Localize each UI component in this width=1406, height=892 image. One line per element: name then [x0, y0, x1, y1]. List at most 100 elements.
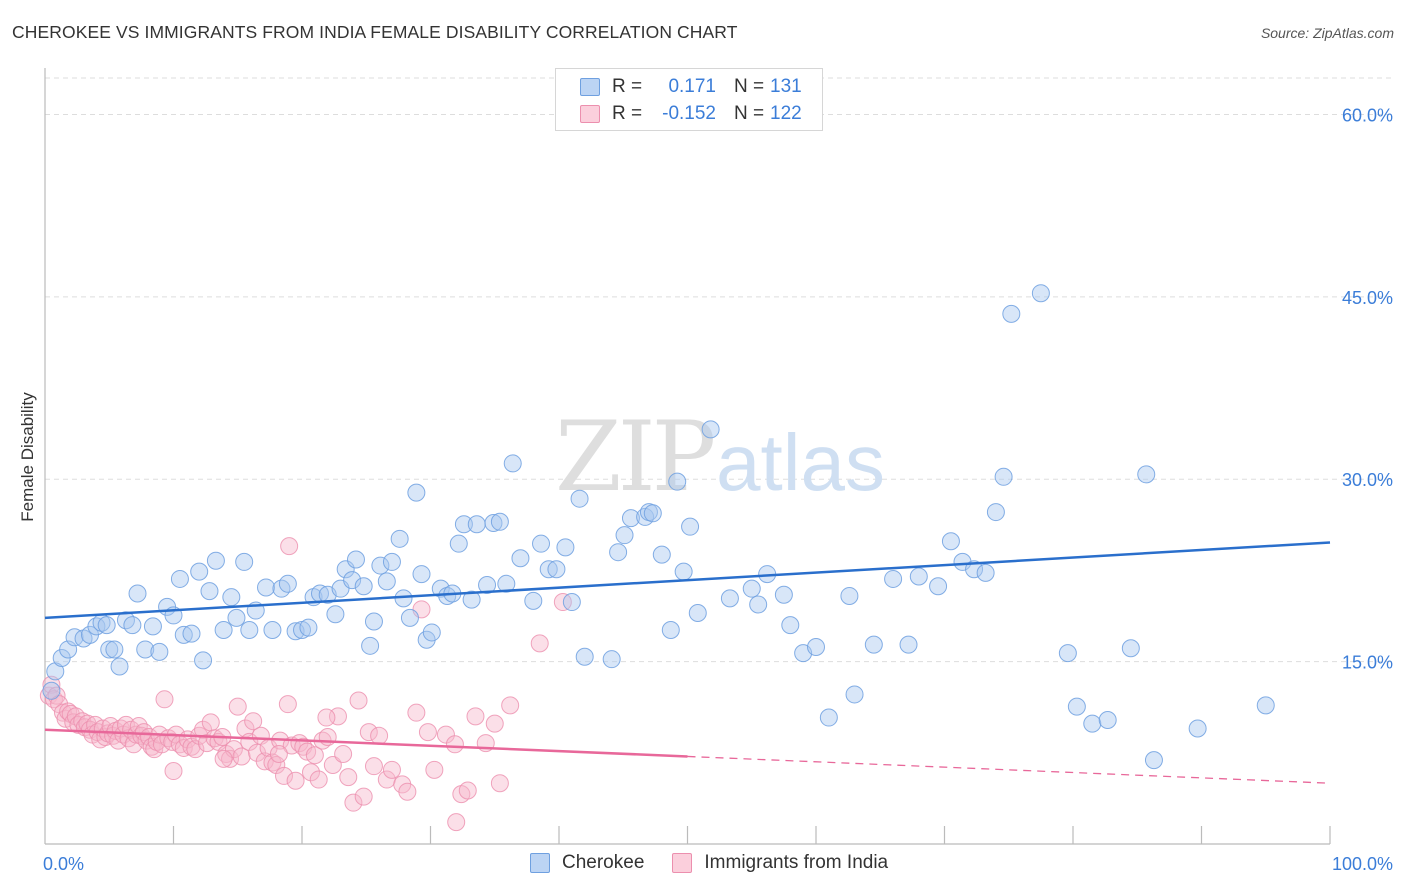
legend-row-cherokee: R = 0.171 N = 131	[580, 75, 802, 99]
data-point-cherokee	[840, 586, 859, 605]
data-point-cherokee	[621, 509, 640, 528]
data-point-cherokee	[227, 608, 246, 627]
data-point-immigrants-from-india	[359, 723, 378, 742]
data-point-immigrants-from-india	[323, 755, 342, 774]
data-point-cherokee	[278, 574, 297, 593]
data-point-immigrants-from-india	[445, 735, 464, 754]
data-point-immigrants-from-india	[344, 793, 363, 812]
series-cherokee-points	[42, 284, 1275, 770]
data-point-cherokee	[845, 685, 864, 704]
data-point-cherokee	[615, 526, 634, 545]
data-point-cherokee	[422, 623, 441, 642]
data-point-immigrants-from-india	[425, 760, 444, 779]
legend-swatch-cherokee	[530, 853, 550, 873]
data-point-cherokee	[575, 647, 594, 666]
legend-n-value: 122	[770, 103, 802, 124]
series-immigrants-from-india-points	[39, 537, 572, 832]
data-point-cherokee	[412, 565, 431, 584]
data-point-cherokee	[346, 550, 365, 569]
data-point-immigrants-from-india	[501, 696, 520, 715]
data-point-cherokee	[110, 657, 129, 676]
axis-labels: 15.0% 30.0% 45.0% 60.0% 0.0% 100.0% Female Dis…	[18, 105, 1393, 874]
data-point-cherokee	[65, 628, 84, 647]
x-tick-label-min: 0.0%	[43, 854, 84, 874]
data-point-cherokee	[1121, 639, 1140, 658]
data-point-immigrants-from-india	[174, 738, 193, 757]
data-point-cherokee	[377, 572, 396, 591]
data-point-cherokee	[467, 515, 486, 534]
chart-title: CHEROKEE VS IMMIGRANTS FROM INDIA FEMALE…	[12, 22, 738, 42]
data-point-cherokee	[97, 616, 116, 635]
data-point-cherokee	[128, 584, 147, 603]
legend-swatch-immigrants-from-india	[672, 853, 693, 873]
data-point-cherokee	[194, 651, 213, 670]
legend-r-label: R =	[612, 76, 643, 97]
data-point-cherokee	[123, 616, 142, 635]
data-point-cherokee	[105, 640, 124, 659]
legend-swatch-immigrants-from-india	[580, 105, 600, 123]
data-point-immigrants-from-india	[305, 746, 324, 765]
data-point-cherokee	[720, 589, 739, 608]
data-point-cherokee	[884, 569, 903, 588]
data-point-immigrants-from-india	[301, 763, 320, 782]
data-point-immigrants-from-india	[275, 766, 294, 785]
data-point-immigrants-from-india	[334, 745, 353, 764]
data-point-cherokee	[326, 605, 345, 624]
data-point-cherokee	[1137, 465, 1156, 484]
trend-lines	[44, 541, 1331, 784]
data-point-cherokee	[497, 574, 516, 593]
data-point-immigrants-from-india	[164, 762, 183, 781]
data-point-cherokee	[143, 617, 162, 636]
data-point-immigrants-from-india	[232, 747, 251, 766]
data-point-cherokee	[562, 593, 581, 612]
legend-swatch-cherokee	[580, 78, 600, 96]
watermark-zip: ZIP	[555, 401, 714, 513]
data-point-cherokee	[556, 538, 575, 557]
y-tick-label: 15.0%	[1342, 653, 1393, 673]
legend-r-value: 0.171	[668, 76, 716, 97]
data-point-immigrants-from-india	[398, 782, 417, 801]
correlation-legend: R = 0.171 N = 131 R = -0.152 N = 122	[555, 68, 823, 131]
source-label: Source: ZipAtlas.com	[1260, 25, 1394, 41]
data-point-immigrants-from-india	[466, 707, 485, 726]
legend-item-cherokee: Cherokee	[530, 852, 644, 874]
data-point-immigrants-from-india	[530, 634, 549, 653]
data-point-cherokee	[364, 612, 383, 631]
legend-n-label: N =	[734, 76, 765, 97]
data-point-cherokee	[462, 590, 481, 609]
legend-n-value: 131	[770, 76, 802, 97]
data-point-cherokee	[986, 503, 1005, 522]
data-point-cherokee	[899, 635, 918, 654]
data-point-immigrants-from-india	[214, 749, 233, 768]
data-point-immigrants-from-india	[286, 771, 305, 790]
legend-row-immigrants-from-india: R = -0.152 N = 122	[580, 102, 802, 126]
data-point-cherokee	[742, 579, 761, 598]
legend-label-cherokee: Cherokee	[562, 852, 645, 873]
data-point-cherokee	[299, 618, 318, 637]
y-tick-label: 60.0%	[1342, 105, 1393, 125]
data-point-cherokee	[701, 420, 720, 439]
data-point-cherokee	[371, 556, 390, 575]
data-point-cherokee	[909, 567, 928, 586]
data-point-cherokee	[100, 640, 119, 659]
data-point-immigrants-from-india	[228, 697, 247, 716]
data-point-cherokee	[190, 562, 209, 581]
data-point-immigrants-from-india	[407, 703, 426, 722]
data-point-cherokee	[609, 543, 628, 562]
data-point-cherokee	[953, 552, 972, 571]
data-point-cherokee	[819, 708, 838, 727]
data-point-immigrants-from-india	[490, 774, 509, 793]
x-tick-label-max: 100.0%	[1332, 854, 1393, 874]
data-point-cherokee	[382, 552, 401, 571]
data-point-immigrants-from-india	[42, 675, 61, 694]
data-point-cherokee	[965, 560, 984, 579]
data-point-cherokee	[257, 578, 276, 597]
data-point-cherokee	[200, 582, 219, 601]
data-point-cherokee	[652, 545, 671, 564]
data-point-immigrants-from-india	[364, 757, 383, 776]
series-legend: Cherokee Immigrants from India	[530, 852, 916, 874]
data-point-cherokee	[478, 576, 497, 595]
data-point-cherokee	[1067, 697, 1086, 716]
legend-r-label: R =	[612, 103, 643, 124]
data-point-cherokee	[490, 512, 509, 531]
